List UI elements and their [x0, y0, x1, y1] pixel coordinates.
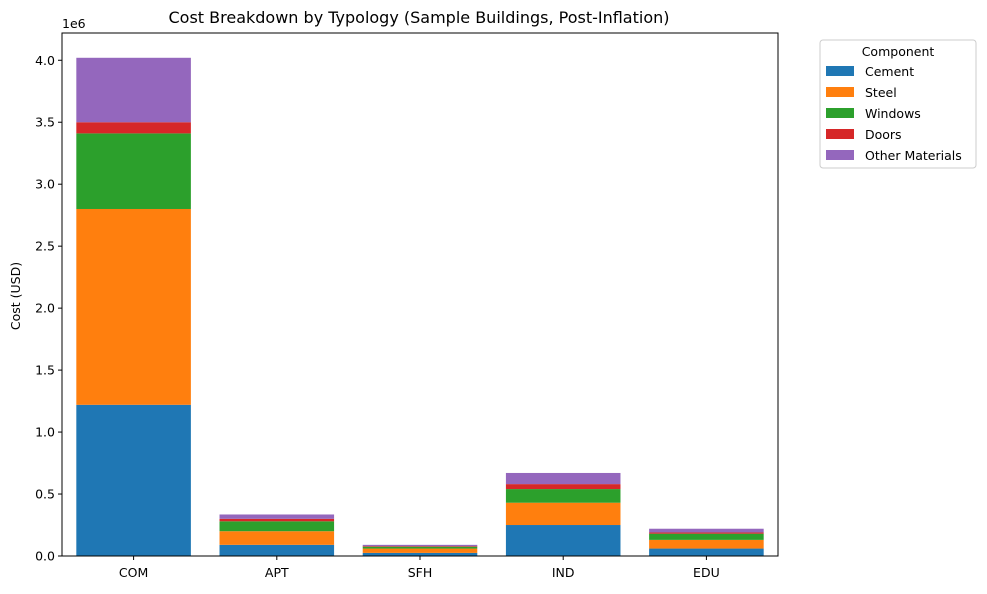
legend-label: Doors — [865, 127, 902, 142]
y-axis: 0.0 0.5 1.0 1.5 2.0 2.5 3.0 3.5 4.0 — [35, 53, 62, 564]
bar-sfh-windows — [362, 546, 478, 549]
legend-label: Other Materials — [865, 148, 962, 163]
x-tick-label: IND — [552, 565, 575, 580]
bar-ind-doors — [505, 484, 621, 490]
bar-ind-steel — [505, 502, 621, 526]
bar-com-windows — [76, 133, 191, 209]
bar-edu-steel — [649, 539, 764, 549]
bar-ind-windows — [505, 489, 621, 503]
bar-apt-steel — [219, 531, 335, 545]
bar-ind-cement — [505, 525, 621, 556]
y-tick-label: 4.0 — [35, 53, 55, 68]
bar-com-cement — [76, 404, 191, 556]
x-tick-label: SFH — [408, 565, 433, 580]
legend-title: Component — [862, 44, 935, 59]
y-tick-label: 3.5 — [35, 115, 55, 130]
bar-apt-windows — [219, 521, 335, 532]
bar-com-steel — [76, 208, 191, 405]
bar-ind-other-materials — [505, 472, 621, 485]
y-axis-offset-text: 1e6 — [62, 16, 86, 31]
x-axis: COM APT SFH IND EDU — [119, 556, 720, 580]
legend-box — [819, 39, 977, 169]
chart-title: Cost Breakdown by Typology (Sample Build… — [169, 8, 670, 27]
x-tick-label: COM — [119, 565, 148, 580]
bars-layer — [76, 57, 764, 556]
legend-label: Windows — [865, 106, 921, 121]
bar-apt-other-materials — [219, 514, 335, 519]
bar-edu-cement — [649, 548, 764, 556]
bar-com-doors — [76, 122, 191, 134]
bar-sfh-doors — [362, 546, 478, 547]
legend-items: Cement Steel Windows Doors Other Materials — [826, 64, 962, 163]
bar-edu-doors — [649, 532, 764, 534]
bar-com-other-materials — [76, 57, 191, 123]
x-tick-label: APT — [265, 565, 289, 580]
y-tick-label: 1.5 — [35, 363, 55, 378]
legend: Component Cement Steel Windows Doors Other M… — [819, 39, 977, 169]
legend-label: Cement — [865, 64, 914, 79]
plot-frame — [61, 32, 779, 557]
x-tick-label: EDU — [693, 565, 720, 580]
bar-sfh-cement — [362, 552, 478, 556]
y-tick-label: 2.5 — [35, 239, 55, 254]
bar-sfh-other-materials — [362, 544, 478, 547]
y-axis-label: Cost (USD) — [8, 262, 23, 330]
y-tick-label: 0.0 — [35, 549, 55, 564]
bar-apt-cement — [219, 544, 335, 556]
bar-edu-windows — [649, 533, 764, 540]
legend-swatch — [826, 108, 854, 118]
legend-swatch — [826, 87, 854, 97]
bar-apt-doors — [219, 518, 335, 522]
legend-swatch — [826, 150, 854, 160]
y-tick-label: 1.0 — [35, 425, 55, 440]
legend-swatch — [826, 66, 854, 76]
legend-swatch — [826, 129, 854, 139]
y-tick-label: 3.0 — [35, 177, 55, 192]
bar-edu-other-materials — [649, 528, 764, 533]
y-tick-label: 0.5 — [35, 487, 55, 502]
y-tick-label: 2.0 — [35, 301, 55, 316]
legend-label: Steel — [865, 85, 897, 100]
bar-sfh-steel — [362, 548, 478, 553]
